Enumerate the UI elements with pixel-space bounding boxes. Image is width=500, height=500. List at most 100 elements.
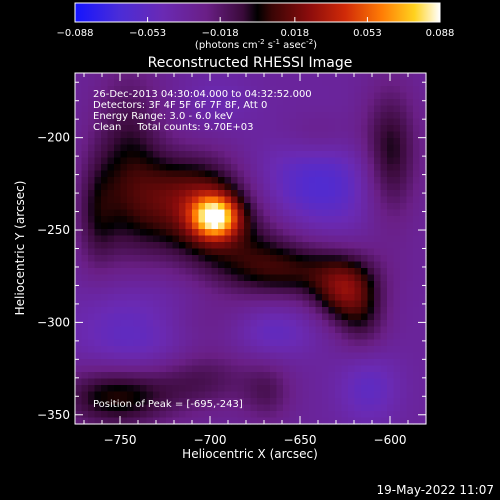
heatmap-cell — [322, 333, 330, 341]
heatmap-cell — [250, 274, 258, 282]
heatmap-cell — [244, 190, 252, 198]
heatmap-cell — [185, 372, 193, 380]
heatmap-cell — [250, 196, 258, 204]
heatmap-cell — [185, 378, 193, 386]
heatmap-cell — [250, 86, 258, 94]
heatmap-cell — [250, 248, 258, 256]
heatmap-cell — [250, 112, 258, 120]
heatmap-cell — [367, 352, 375, 360]
heatmap-cell — [101, 287, 109, 295]
heatmap-cell — [244, 131, 252, 139]
heatmap-cell — [315, 261, 323, 269]
heatmap-cell — [413, 118, 421, 126]
heatmap-cell — [250, 138, 258, 146]
heatmap-cell — [393, 391, 401, 399]
heatmap-cell — [211, 190, 219, 198]
heatmap-cell — [101, 365, 109, 373]
heatmap-cell — [289, 365, 297, 373]
heatmap-cell — [341, 255, 349, 263]
heatmap-cell — [205, 86, 213, 94]
heatmap-cell — [315, 125, 323, 133]
heatmap-cell — [400, 86, 408, 94]
heatmap-cell — [140, 287, 148, 295]
heatmap-cell — [101, 177, 109, 185]
heatmap-cell — [354, 313, 362, 321]
heatmap-cell — [172, 222, 180, 230]
heatmap-cell — [335, 333, 343, 341]
heatmap-cell — [127, 112, 135, 120]
heatmap-cell — [192, 164, 200, 172]
heatmap-cell — [341, 138, 349, 146]
heatmap-cell — [224, 365, 232, 373]
heatmap-cell — [263, 131, 271, 139]
heatmap-cell — [322, 313, 330, 321]
heatmap-cell — [127, 268, 135, 276]
heatmap-cell — [263, 151, 271, 159]
heatmap-cell — [211, 157, 219, 165]
heatmap-cell — [107, 339, 115, 347]
heatmap-cell — [296, 177, 304, 185]
heatmap-cell — [315, 190, 323, 198]
heatmap-cell — [114, 170, 122, 178]
heatmap-cell — [374, 235, 382, 243]
heatmap-cell — [257, 242, 265, 250]
heatmap-cell — [361, 281, 369, 289]
heatmap-cell — [296, 151, 304, 159]
heatmap-cell — [335, 229, 343, 237]
heatmap-cell — [133, 313, 141, 321]
heatmap-cell — [172, 313, 180, 321]
heatmap-cell — [257, 346, 265, 354]
heatmap-cell — [270, 125, 278, 133]
heatmap-cell — [296, 216, 304, 224]
heatmap-cell — [218, 73, 226, 81]
heatmap-cell — [335, 417, 343, 425]
heatmap-cell — [211, 105, 219, 113]
heatmap-cell — [179, 261, 187, 269]
heatmap-cell — [198, 294, 206, 302]
heatmap-cell — [419, 131, 427, 139]
heatmap-cell — [361, 144, 369, 152]
heatmap-cell — [270, 177, 278, 185]
heatmap-cell — [224, 307, 232, 315]
heatmap-cell — [159, 378, 167, 386]
heatmap-cell — [283, 300, 291, 308]
heatmap-cell — [328, 183, 336, 191]
heatmap-cell — [198, 112, 206, 120]
heatmap-cell — [250, 300, 258, 308]
heatmap-cell — [218, 92, 226, 100]
heatmap-cell — [400, 216, 408, 224]
heatmap-cell — [120, 326, 128, 334]
heatmap-cell — [244, 196, 252, 204]
heatmap-cell — [146, 131, 154, 139]
heatmap-cell — [380, 86, 388, 94]
heatmap-cell — [257, 170, 265, 178]
heatmap-cell — [75, 398, 83, 406]
heatmap-cell — [302, 255, 310, 263]
heatmap-cell — [302, 346, 310, 354]
heatmap-cell — [159, 326, 167, 334]
heatmap-cell — [380, 248, 388, 256]
heatmap-cell — [263, 203, 271, 211]
heatmap-cell — [270, 105, 278, 113]
heatmap-cell — [205, 138, 213, 146]
heatmap-cell — [166, 86, 174, 94]
heatmap-cell — [250, 359, 258, 367]
heatmap-cell — [380, 170, 388, 178]
heatmap-cell — [413, 339, 421, 347]
heatmap-cell — [237, 333, 245, 341]
heatmap-cell — [257, 138, 265, 146]
heatmap-cell — [146, 170, 154, 178]
heatmap-cell — [283, 138, 291, 146]
heatmap-cell — [192, 112, 200, 120]
heatmap-cell — [244, 411, 252, 419]
heatmap-cell — [270, 138, 278, 146]
heatmap-cell — [374, 112, 382, 120]
heatmap-cell — [107, 365, 115, 373]
heatmap-cell — [328, 73, 336, 81]
heatmap-cell — [328, 131, 336, 139]
heatmap-cell — [387, 339, 395, 347]
heatmap-cell — [393, 268, 401, 276]
heatmap-cell — [361, 255, 369, 263]
heatmap-cell — [393, 417, 401, 425]
heatmap-cell — [244, 112, 252, 120]
